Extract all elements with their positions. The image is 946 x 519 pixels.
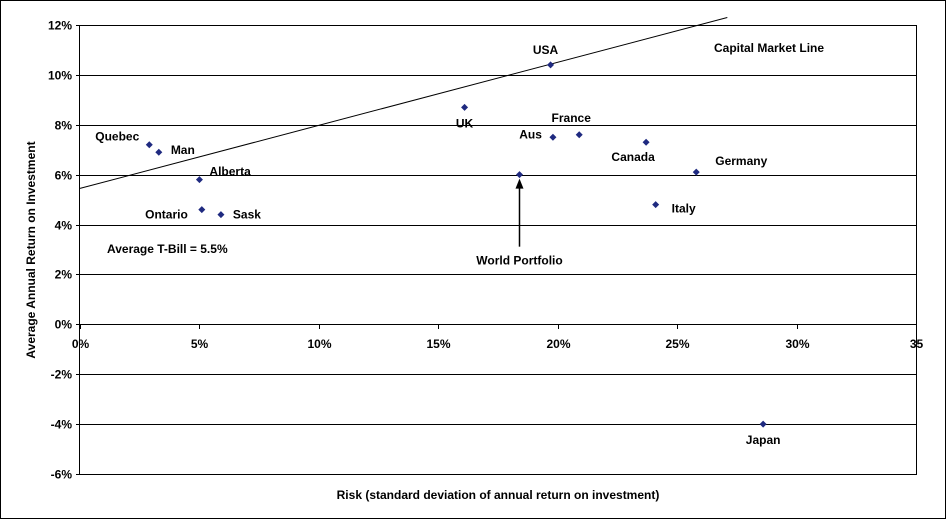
label-usa: USA [533, 43, 559, 57]
arrow-head [515, 178, 524, 189]
label-sask: Sask [233, 208, 261, 222]
label-canada: Canada [611, 150, 655, 164]
y-axis: -6% -4% -2% 0% 2% 4% 6% 8% 10% 12% [48, 19, 80, 482]
label-ontario: Ontario [145, 208, 188, 222]
label-world-portfolio: World Portfolio [476, 254, 562, 268]
y-tick-label: 12% [48, 19, 72, 33]
y-axis-title: Average Annual Return on Investment [24, 141, 38, 358]
capital-market-line-label: Capital Market Line [714, 41, 824, 55]
x-tick-label: 35 [910, 337, 924, 351]
y-tick-label: 2% [55, 268, 73, 282]
label-alberta: Alberta [209, 165, 251, 179]
x-axis: 0% 5% 10% 15% 20% 25% 30% 35 [72, 324, 924, 351]
label-quebec: Quebec [95, 130, 139, 144]
y-tick-label: -6% [51, 468, 73, 482]
label-japan: Japan [746, 433, 781, 447]
label-aus: Aus [519, 127, 542, 141]
y-tick-label: 10% [48, 69, 72, 83]
x-tick-label: 20% [546, 337, 570, 351]
data-labels: Quebec Man Alberta Ontario Sask UK USA Aus Franc… [95, 43, 780, 447]
point-aus [549, 133, 557, 141]
tbill-annotation: Average T-Bill = 5.5% [107, 242, 228, 256]
label-france: France [552, 111, 592, 125]
point-quebec [145, 141, 153, 149]
y-tick-label: 8% [55, 119, 73, 133]
world-portfolio-arrow [515, 178, 524, 247]
point-usa [547, 61, 555, 69]
data-points [145, 61, 767, 428]
capital-market-line-group [79, 17, 728, 189]
capital-market-line [79, 17, 728, 189]
x-tick-label: 30% [785, 337, 809, 351]
x-tick-label: 25% [665, 337, 689, 351]
y-tick-label: -2% [51, 368, 73, 382]
label-germany: Germany [715, 154, 767, 168]
x-tick-label: 5% [191, 337, 209, 351]
x-axis-title: Risk (standard deviation of annual retur… [337, 488, 660, 502]
point-world-portfolio [515, 171, 523, 179]
y-tick-label: 4% [55, 219, 73, 233]
point-uk [461, 103, 469, 111]
x-tick-label: 15% [426, 337, 450, 351]
y-tick-label: 6% [55, 169, 73, 183]
y-tick-label: 0% [55, 318, 73, 332]
point-ontario [198, 206, 206, 214]
point-canada [642, 138, 650, 146]
point-germany [692, 168, 700, 176]
point-sask [217, 211, 225, 219]
label-man: Man [171, 143, 195, 157]
point-man [155, 148, 163, 156]
point-alberta [195, 176, 203, 184]
x-tick-label: 10% [307, 337, 331, 351]
point-japan [759, 420, 767, 428]
point-italy [652, 201, 660, 209]
label-uk: UK [456, 116, 474, 130]
x-tick-label: 0% [72, 337, 90, 351]
y-tick-label: -4% [51, 418, 73, 432]
point-france [575, 131, 583, 139]
label-italy: Italy [672, 202, 696, 216]
